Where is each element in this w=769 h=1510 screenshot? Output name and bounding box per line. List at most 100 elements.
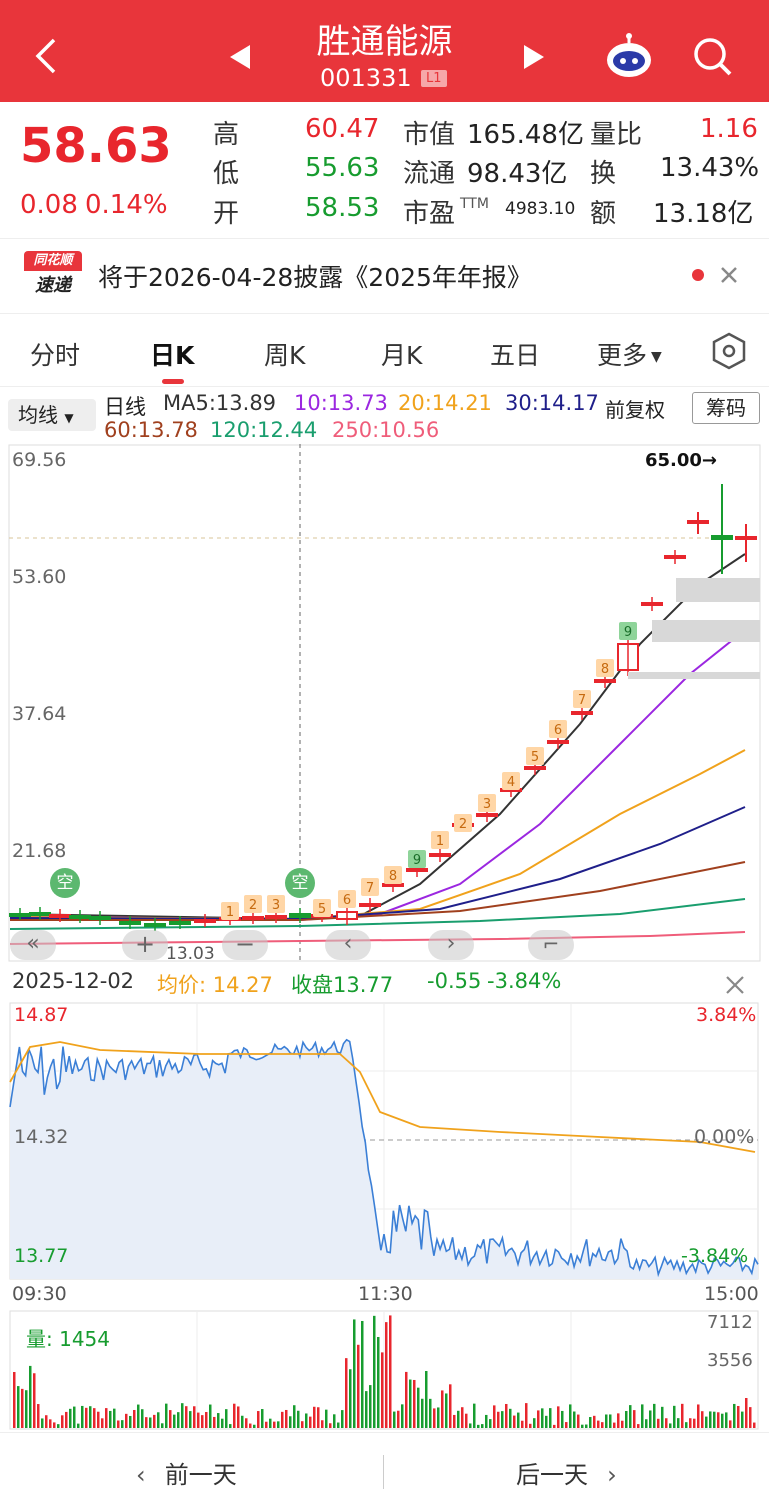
volume-bar [469,1423,472,1428]
settings-hex-icon[interactable] [710,331,748,371]
intraday-high-label: 14.87 [14,1004,69,1026]
td-sequence-number: 8 [389,869,397,884]
volume-bar [433,1408,436,1428]
td-sequence-marker [549,720,567,738]
volume-tick-high: 7112 [707,1312,753,1333]
mktcap-label: 市值 [403,120,456,150]
kline-y-label-1: 69.56 [12,449,67,471]
next-stock-icon[interactable] [522,44,546,70]
back-icon[interactable] [30,36,60,76]
td-sequence-number: 5 [318,902,326,917]
volume-bar [753,1422,756,1428]
td-sequence-number: 1 [226,905,234,920]
prev-day-button[interactable]: ‹ 前一天 [136,1455,237,1490]
volume-bar [45,1415,48,1428]
announcement-bar[interactable]: 同花顺 速递 将于2026-04-28披露《2025年年报》 [0,238,769,314]
fullscreen-button[interactable]: ⌐ [528,930,574,960]
volume-bar [737,1405,740,1428]
pe-label: 市盈 [403,199,456,229]
volume-bar [341,1410,344,1428]
volume-bar [225,1409,228,1428]
volume-chart[interactable] [0,1310,769,1430]
volume-bar [221,1418,224,1428]
volume-bar [617,1413,620,1428]
td-sequence-number: 2 [249,898,257,913]
volume-bar [117,1420,120,1428]
tab-daily-k[interactable]: 日K [150,341,195,370]
time-label-midday: 11:30 [358,1283,413,1305]
intraday-date: 2025-12-02 [12,969,135,993]
tab-more[interactable]: 更多 ▼ [597,336,662,372]
volume-bar [721,1413,724,1428]
ma20-legend: 20:14.21 [398,391,492,415]
ma10-legend: 10:13.73 [294,391,388,415]
tab-weekly-k[interactable]: 周K [264,341,306,370]
volume-bar [621,1420,624,1428]
volume-bar [189,1411,192,1428]
price-series [9,1038,759,1278]
tab-more-label: 更多 [597,341,648,370]
ma30-legend: 30:14.17 [505,391,599,415]
chips-button[interactable]: 筹码 [692,392,760,424]
volume-bar [365,1391,368,1428]
volume-bar [437,1407,440,1428]
move-right-button[interactable]: › [428,930,474,960]
ma250-line [9,931,746,945]
zoom-out-button[interactable]: − [222,930,268,960]
volume-bar [69,1408,72,1428]
prev-stock-icon[interactable] [228,44,252,70]
price-change-pct: 0.14% [85,190,168,220]
volume-bar [521,1420,524,1428]
ma5-legend: MA5:13.89 [163,391,277,415]
volume-bar [101,1418,104,1428]
volume-bar [337,1422,340,1428]
ma250-legend: 250:10.56 [332,418,440,442]
sell-signal-badge[interactable]: 空 [285,868,315,898]
search-icon[interactable] [692,36,734,78]
sell-signal-badge[interactable]: 空 [50,868,80,898]
volume-bar [129,1415,132,1428]
volume-bar [697,1404,700,1428]
volume-bar [29,1365,32,1428]
volume-bar [633,1410,636,1428]
close-icon[interactable] [719,265,739,285]
zoom-in-button[interactable]: + [122,930,168,960]
volume-bar [261,1409,264,1428]
intraday-mid-label: 14.32 [14,1126,69,1148]
volume-bar [277,1421,280,1428]
volume-bar [77,1423,80,1428]
volume-bar [489,1419,492,1428]
move-left-button[interactable]: ‹ [325,930,371,960]
tab-intraday[interactable]: 分时 [30,341,81,370]
robot-assistant-icon[interactable] [603,32,655,80]
tab-five-day[interactable]: 五日 [490,341,541,370]
adjust-mode[interactable]: 前复权 [605,398,665,422]
volume-bar [689,1418,692,1428]
volume-bar [305,1413,308,1428]
volume-bar [173,1414,176,1428]
announcement-text: 将于2026-04-28披露《2025年年报》 [98,263,532,292]
td-sequence-marker [221,902,239,920]
volume-bar [705,1416,708,1428]
close-icon[interactable] [724,974,746,996]
volume-bar [509,1408,512,1428]
next-day-button[interactable]: 后一天 › [516,1455,617,1490]
volume-bar [493,1405,496,1428]
ma-selector[interactable]: 均线 ▼ [8,399,96,431]
volume-bar [593,1415,596,1428]
amount-label: 额 [590,199,617,229]
volume-bar [453,1414,456,1428]
volume-bar [501,1411,504,1428]
volume-bar [677,1418,680,1428]
next-day-label: 后一天 [516,1461,588,1489]
high-label: 高 [213,120,240,150]
td-sequence-number: 9 [624,625,632,640]
kline-y-label-2: 53.60 [12,566,67,588]
volume-bar [257,1411,260,1428]
scroll-left-button[interactable]: « [10,930,56,960]
tab-monthly-k[interactable]: 月K [381,341,423,370]
volume-bar [373,1315,376,1428]
intraday-price-chart[interactable] [0,1002,769,1280]
volume-bar [165,1403,168,1428]
